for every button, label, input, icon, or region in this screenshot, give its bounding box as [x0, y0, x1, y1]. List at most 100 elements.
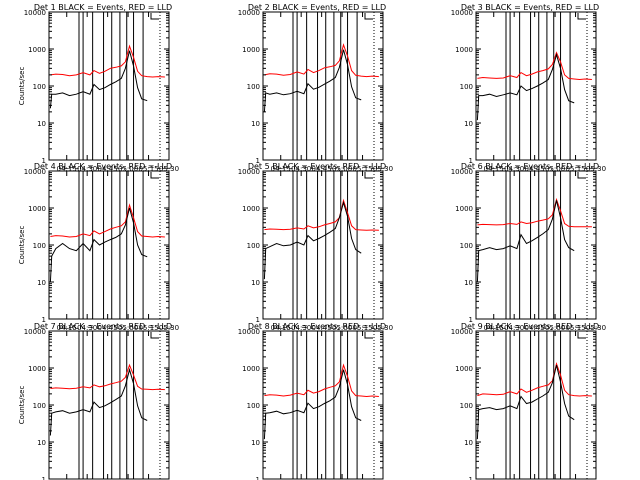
- x-tick-label: 05:15: [138, 165, 158, 173]
- plot-frame: [48, 330, 170, 480]
- plot-frame: [475, 170, 597, 320]
- y-tick-label: 10000: [24, 168, 46, 176]
- panel-title: Det 7 BLACK = Events, RED = LLD: [34, 322, 172, 331]
- x-tick-label: 04:45: [98, 165, 118, 173]
- x-tick-label: 05:15: [352, 324, 372, 332]
- y-tick-label: 10: [464, 120, 473, 128]
- x-tick-label: 05:30: [373, 324, 393, 332]
- top-bracket-mark: [577, 172, 586, 179]
- y-tick-label: 1000: [28, 205, 46, 213]
- panel-title: Det 2 BLACK = Events, RED = LLD: [248, 3, 386, 12]
- y-tick-label: 10: [37, 439, 46, 447]
- x-tick-label: 04:30: [77, 324, 97, 332]
- black-events-series-line: [263, 49, 362, 112]
- y-tick-label: 1: [256, 316, 260, 324]
- top-bracket-mark: [577, 13, 586, 20]
- x-tick-label: 05:00: [118, 165, 138, 173]
- detector-panel-5: Det 5 BLACK = Events, RED = LLD 1 10 100 100…: [238, 162, 393, 332]
- x-tick-label: 05:00: [545, 165, 565, 173]
- x-tick-label: 05:15: [565, 165, 585, 173]
- red-lld-series-line: [264, 198, 379, 231]
- x-tick-label: 04:15: [271, 324, 291, 332]
- black-events-series-line: [49, 207, 148, 283]
- y-tick-label: 10: [37, 279, 46, 287]
- panel-title: Det 6 BLACK = Events, RED = LLD: [461, 162, 599, 171]
- x-tick-label: 04:15: [57, 324, 77, 332]
- detector-panel-3: Det 3 BLACK = Events, RED = LLD 1 10 100 100…: [451, 3, 606, 173]
- y-tick-label: 1: [42, 476, 46, 480]
- x-tick-label: 05:00: [332, 165, 352, 173]
- x-tick-label: 04:15: [484, 324, 504, 332]
- detector-panel-9: Det 9 BLACK = Events, RED = LLD 1 10 100 100…: [451, 322, 599, 480]
- black-events-series-line: [476, 200, 575, 283]
- y-tick-label: 10: [251, 279, 260, 287]
- y-tick-label: 10: [251, 439, 260, 447]
- x-tick-label: 04:45: [525, 324, 545, 332]
- x-tick-label: 05:30: [159, 324, 179, 332]
- plot-frame: [262, 11, 384, 161]
- y-tick-label: 10000: [238, 9, 260, 17]
- x-tick-label: 05:15: [138, 324, 158, 332]
- y-tick-label: 1: [256, 476, 260, 480]
- black-events-series-line: [476, 364, 575, 440]
- y-tick-label: 1000: [242, 46, 260, 54]
- y-tick-label: 100: [33, 83, 46, 91]
- panel-title: Det 1 BLACK = Events, RED = LLD: [34, 3, 172, 12]
- y-tick-label: 100: [247, 242, 260, 250]
- y-tick-label: 10000: [24, 9, 46, 17]
- x-tick-label: 04:30: [291, 165, 311, 173]
- black-events-series-line: [263, 369, 362, 440]
- black-events-series-line: [476, 52, 575, 121]
- plot-frame: [475, 11, 597, 161]
- y-tick-label: 100: [460, 242, 473, 250]
- black-events-series-line: [49, 367, 148, 436]
- y-tick-label: 100: [247, 83, 260, 91]
- black-events-series-line: [49, 50, 148, 109]
- plot-frame: [475, 330, 597, 480]
- y-axis-label: Counts/sec: [18, 226, 26, 265]
- y-tick-label: 10000: [451, 9, 473, 17]
- y-tick-label: 10: [37, 120, 46, 128]
- y-axis-label: Counts/sec: [18, 67, 26, 106]
- red-lld-series-line: [264, 363, 379, 398]
- detector-panel-6: Det 6 BLACK = Events, RED = LLD 1 10 100 100…: [451, 162, 606, 332]
- panel-title: Det 8 BLACK = Events, RED = LLD: [248, 322, 386, 331]
- x-tick-label: 05:00: [118, 324, 138, 332]
- y-tick-label: 10000: [451, 168, 473, 176]
- y-tick-label: 100: [33, 242, 46, 250]
- y-tick-label: 1: [469, 157, 473, 165]
- y-tick-label: 10: [464, 279, 473, 287]
- detector-panel-8: Det 8 BLACK = Events, RED = LLD 1 10 100 100…: [238, 322, 386, 480]
- red-lld-series-line: [50, 363, 165, 391]
- top-bracket-mark: [577, 332, 586, 339]
- x-tick-label: 04:15: [271, 165, 291, 173]
- x-tick-label: 05:00: [545, 324, 565, 332]
- top-bracket-mark: [150, 332, 159, 339]
- plot-frame: [48, 170, 170, 320]
- y-tick-label: 1: [42, 316, 46, 324]
- x-tick-label: 04:45: [525, 165, 545, 173]
- y-tick-label: 100: [33, 402, 46, 410]
- y-axis-label: Counts/sec: [18, 386, 26, 425]
- top-bracket-mark: [150, 172, 159, 179]
- y-tick-label: 10000: [451, 328, 473, 336]
- y-tick-label: 1000: [455, 205, 473, 213]
- y-tick-label: 10000: [238, 168, 260, 176]
- x-tick-label: 05:15: [352, 165, 372, 173]
- y-tick-label: 1: [469, 316, 473, 324]
- y-tick-label: 1000: [242, 205, 260, 213]
- y-tick-label: 100: [460, 402, 473, 410]
- red-lld-series-line: [477, 51, 592, 81]
- x-tick-label: 04:45: [312, 324, 332, 332]
- detector-panel-1: Det 1 BLACK = Events, RED = LLD 1 10 100 100…: [18, 3, 179, 173]
- top-bracket-mark: [364, 172, 373, 179]
- y-tick-label: 1: [256, 157, 260, 165]
- plot-frame: [262, 330, 384, 480]
- red-lld-series-line: [50, 203, 165, 238]
- x-tick-label: 05:00: [332, 324, 352, 332]
- y-tick-label: 1: [469, 476, 473, 480]
- y-tick-label: 100: [460, 83, 473, 91]
- x-tick-label: 05:30: [373, 165, 393, 173]
- top-bracket-mark: [364, 332, 373, 339]
